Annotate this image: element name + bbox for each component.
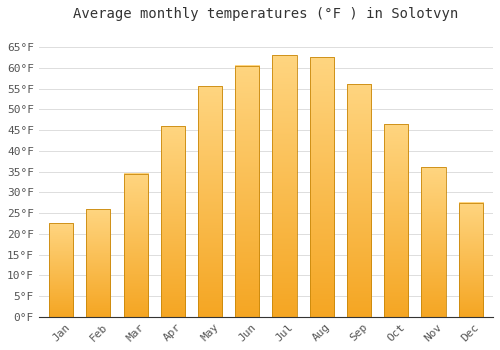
Bar [235, 66, 260, 317]
Bar [458, 203, 483, 317]
Bar [422, 167, 446, 317]
Bar [384, 124, 408, 317]
Bar [86, 209, 110, 317]
Bar [49, 223, 73, 317]
Bar [272, 55, 296, 317]
Bar [310, 57, 334, 317]
Title: Average monthly temperatures (°F ) in Solotvyn: Average monthly temperatures (°F ) in So… [74, 7, 458, 21]
Bar [160, 126, 185, 317]
Bar [198, 86, 222, 317]
Bar [124, 174, 148, 317]
Bar [347, 84, 371, 317]
